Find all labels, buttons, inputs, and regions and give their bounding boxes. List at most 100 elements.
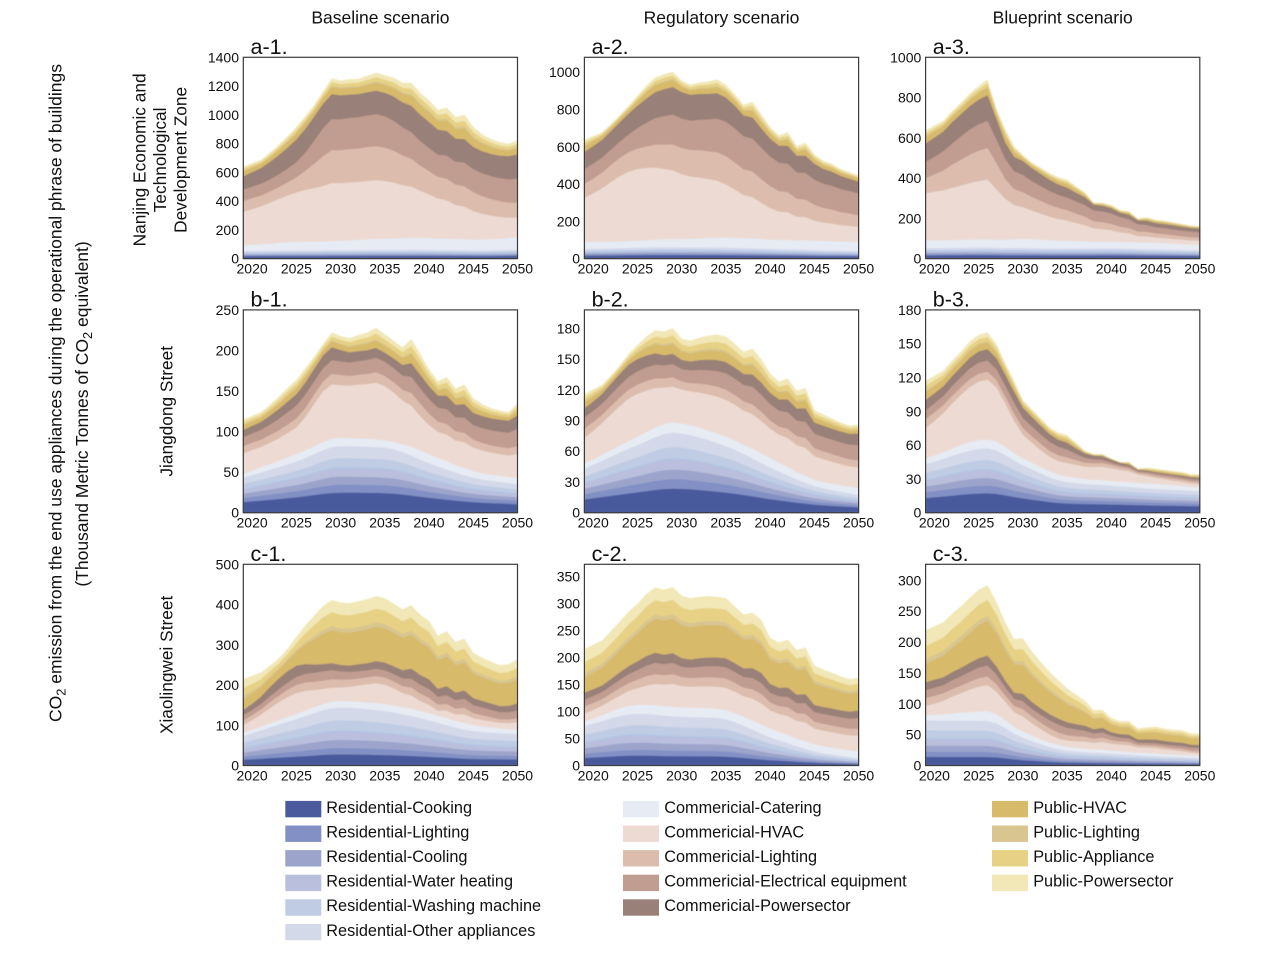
svg-text:a-1.: a-1.	[251, 35, 288, 59]
svg-text:0: 0	[572, 505, 580, 521]
svg-text:1000: 1000	[890, 49, 921, 65]
svg-text:50: 50	[565, 731, 581, 747]
svg-text:2025: 2025	[963, 515, 994, 531]
svg-text:Commericial-Powersector: Commericial-Powersector	[664, 897, 851, 915]
svg-text:2035: 2035	[710, 767, 741, 783]
svg-text:Residential-Washing machine: Residential-Washing machine	[326, 897, 541, 915]
svg-text:2030: 2030	[1007, 261, 1038, 277]
svg-text:2035: 2035	[710, 261, 741, 277]
svg-text:200: 200	[898, 634, 922, 650]
svg-text:350: 350	[557, 569, 581, 585]
svg-text:100: 100	[898, 696, 922, 712]
svg-text:800: 800	[557, 102, 581, 118]
svg-text:800: 800	[216, 136, 240, 152]
svg-text:150: 150	[898, 336, 922, 352]
svg-text:150: 150	[557, 677, 581, 693]
svg-text:Residential-Water heating: Residential-Water heating	[326, 873, 513, 891]
svg-text:2050: 2050	[843, 767, 874, 783]
svg-text:2020: 2020	[578, 261, 609, 277]
svg-text:2030: 2030	[666, 261, 697, 277]
svg-text:2035: 2035	[710, 515, 741, 531]
svg-text:Regulatory scenario: Regulatory scenario	[644, 8, 800, 28]
svg-text:800: 800	[898, 90, 922, 106]
svg-text:2050: 2050	[502, 261, 533, 277]
svg-text:2050: 2050	[502, 515, 533, 531]
svg-text:200: 200	[898, 210, 922, 226]
svg-text:2045: 2045	[1140, 767, 1171, 783]
svg-text:150: 150	[898, 665, 922, 681]
svg-text:Residential-Lighting: Residential-Lighting	[326, 823, 469, 841]
svg-text:2020: 2020	[237, 261, 268, 277]
svg-text:2025: 2025	[963, 261, 994, 277]
svg-text:2035: 2035	[369, 515, 400, 531]
svg-text:200: 200	[557, 650, 581, 666]
svg-text:Residential-Cooling: Residential-Cooling	[326, 848, 467, 866]
svg-text:2020: 2020	[578, 767, 609, 783]
svg-text:2050: 2050	[843, 261, 874, 277]
svg-text:Commericial-HVAC: Commericial-HVAC	[664, 823, 804, 841]
svg-text:1000: 1000	[208, 107, 239, 123]
svg-text:90: 90	[906, 403, 922, 419]
svg-text:600: 600	[216, 164, 240, 180]
svg-text:1200: 1200	[208, 78, 239, 94]
svg-text:Commericial-Lighting: Commericial-Lighting	[664, 848, 817, 866]
svg-text:0: 0	[572, 251, 580, 267]
svg-text:2030: 2030	[666, 767, 697, 783]
svg-text:2025: 2025	[622, 767, 653, 783]
svg-text:Public-Lighting: Public-Lighting	[1033, 823, 1140, 841]
svg-text:2035: 2035	[1052, 767, 1083, 783]
svg-text:2045: 2045	[799, 261, 830, 277]
svg-text:2030: 2030	[325, 261, 356, 277]
svg-text:200: 200	[216, 343, 240, 359]
svg-text:Development Zone: Development Zone	[171, 87, 191, 233]
svg-text:2040: 2040	[413, 767, 444, 783]
svg-text:c-3.: c-3.	[933, 542, 969, 566]
svg-text:Commericial-Catering: Commericial-Catering	[664, 799, 821, 817]
svg-text:250: 250	[557, 623, 581, 639]
svg-text:2020: 2020	[578, 515, 609, 531]
svg-text:Technological: Technological	[150, 108, 170, 213]
svg-text:200: 200	[557, 213, 581, 229]
svg-text:250: 250	[898, 603, 922, 619]
svg-text:60: 60	[906, 437, 922, 453]
svg-text:2050: 2050	[1184, 261, 1215, 277]
svg-text:300: 300	[216, 637, 240, 653]
svg-text:Residential-Other appliances: Residential-Other appliances	[326, 922, 535, 940]
svg-text:2025: 2025	[281, 515, 312, 531]
svg-text:300: 300	[898, 572, 922, 588]
svg-text:100: 100	[216, 424, 240, 440]
svg-text:Blueprint scenario: Blueprint scenario	[993, 8, 1133, 28]
svg-text:2020: 2020	[919, 515, 950, 531]
svg-text:0: 0	[914, 251, 922, 267]
svg-text:400: 400	[557, 176, 581, 192]
svg-text:(Thousand Metric Tonnes of CO2: (Thousand Metric Tonnes of CO2 equivalen…	[72, 241, 95, 586]
svg-text:0: 0	[572, 758, 580, 774]
svg-text:Nanjing Economic and: Nanjing Economic and	[129, 73, 149, 246]
svg-text:1400: 1400	[208, 49, 239, 65]
svg-text:2050: 2050	[502, 767, 533, 783]
svg-text:120: 120	[557, 382, 581, 398]
svg-text:Residential-Cooking: Residential-Cooking	[326, 799, 472, 817]
svg-text:2040: 2040	[755, 515, 786, 531]
svg-text:Baseline scenario: Baseline scenario	[311, 8, 449, 28]
svg-text:100: 100	[216, 717, 240, 733]
svg-text:Commericial-Electrical equipme: Commericial-Electrical equipment	[664, 873, 907, 891]
svg-text:200: 200	[216, 677, 240, 693]
svg-text:2020: 2020	[919, 261, 950, 277]
svg-text:2050: 2050	[1184, 767, 1215, 783]
svg-text:2045: 2045	[799, 515, 830, 531]
svg-text:0: 0	[231, 758, 239, 774]
svg-text:2040: 2040	[1096, 261, 1127, 277]
svg-text:2045: 2045	[458, 515, 489, 531]
svg-text:b-2.: b-2.	[592, 287, 629, 311]
svg-text:a-3.: a-3.	[933, 35, 970, 59]
svg-text:2025: 2025	[963, 767, 994, 783]
svg-text:300: 300	[557, 596, 581, 612]
svg-text:2050: 2050	[843, 515, 874, 531]
svg-text:150: 150	[216, 383, 240, 399]
svg-text:2045: 2045	[458, 261, 489, 277]
svg-text:250: 250	[216, 302, 240, 318]
svg-text:2025: 2025	[622, 261, 653, 277]
svg-text:60: 60	[565, 443, 581, 459]
svg-text:2020: 2020	[237, 767, 268, 783]
